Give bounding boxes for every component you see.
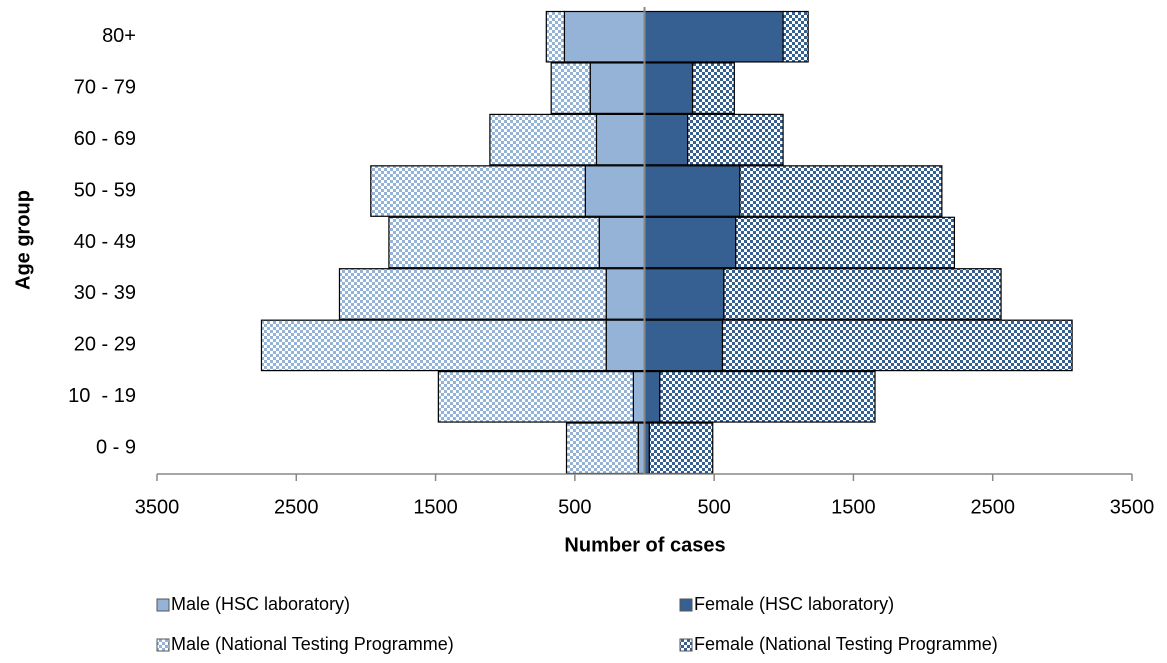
y-axis-title: Age group — [12, 190, 34, 290]
bar — [643, 268, 725, 320]
x-tick-label: 500 — [558, 496, 591, 518]
x-tick-label: 2500 — [274, 496, 319, 518]
bar — [739, 165, 943, 217]
y-tick-label: 0 - 9 — [96, 437, 136, 459]
y-tick-label: 50 - 59 — [74, 179, 136, 201]
bar — [643, 165, 741, 217]
bar — [735, 216, 956, 269]
bar — [643, 319, 724, 372]
y-tick-label: 70 - 79 — [74, 76, 136, 98]
x-tick-label: 3500 — [1110, 496, 1155, 518]
bar — [687, 113, 784, 166]
x-tick-label: 1500 — [413, 496, 458, 518]
bar — [338, 268, 607, 320]
bar — [643, 216, 737, 269]
bar — [260, 319, 607, 372]
x-tick-label: 3500 — [135, 496, 180, 518]
bar — [605, 319, 646, 372]
legend-label: Female (National Testing Programme) — [694, 634, 998, 654]
legend-label: Male (HSC laboratory) — [171, 594, 350, 614]
legend-swatch — [679, 638, 693, 652]
bar — [563, 10, 646, 63]
bar — [643, 113, 689, 166]
y-tick-label: 60 - 69 — [74, 128, 136, 150]
y-tick-label: 10 - 19 — [68, 385, 136, 407]
legend-label: Male (National Testing Programme) — [171, 634, 454, 654]
bar — [595, 113, 646, 166]
legend-label: Female (HSC laboratory) — [694, 594, 894, 614]
bar — [721, 319, 1073, 372]
bar — [648, 422, 714, 475]
bar — [782, 10, 809, 63]
bar — [632, 371, 646, 423]
x-tick-label: 500 — [697, 496, 730, 518]
bar — [550, 62, 591, 114]
bar — [388, 216, 600, 269]
bar — [584, 165, 646, 217]
bar — [659, 371, 876, 423]
bar — [545, 10, 566, 63]
x-tick-label: 1500 — [831, 496, 876, 518]
legend-swatch — [156, 638, 170, 652]
x-tick-label: 2500 — [970, 496, 1015, 518]
y-tick-label: 40 - 49 — [74, 231, 136, 253]
x-axis-title: Number of cases — [564, 534, 725, 556]
bar — [489, 113, 598, 166]
bar — [598, 216, 646, 269]
bar — [437, 371, 634, 423]
bar — [643, 62, 694, 114]
bar — [370, 165, 586, 217]
bar — [691, 62, 735, 114]
bar — [643, 10, 784, 63]
bar — [565, 422, 639, 475]
legend-swatch — [156, 598, 170, 612]
bar — [589, 62, 646, 114]
bar — [643, 371, 661, 423]
y-tick-label: 30 - 39 — [74, 282, 136, 304]
bar — [723, 268, 1002, 320]
bar — [605, 268, 646, 320]
y-tick-label: 20 - 29 — [74, 334, 136, 356]
legend-swatch — [679, 598, 693, 612]
y-tick-label: 80+ — [102, 25, 136, 47]
